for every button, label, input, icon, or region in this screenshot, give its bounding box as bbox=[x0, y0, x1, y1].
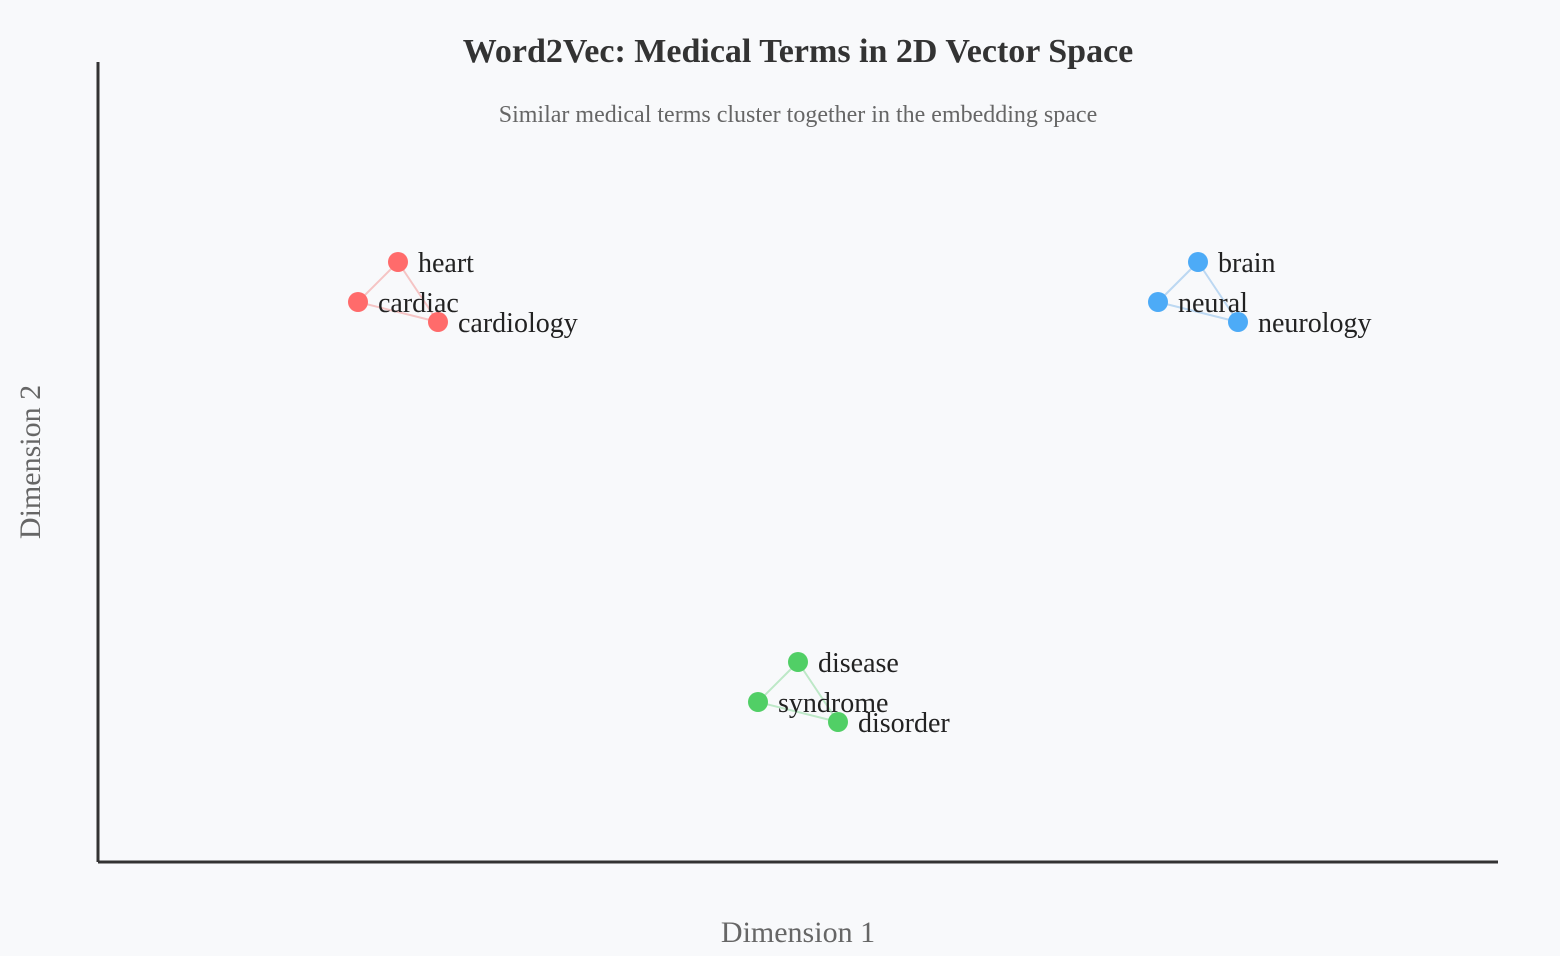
data-point-neurology bbox=[1228, 312, 1248, 332]
chart-subtitle: Similar medical terms cluster together i… bbox=[499, 102, 1097, 128]
data-point-disorder bbox=[828, 712, 848, 732]
data-point-syndrome bbox=[748, 692, 768, 712]
data-point-disease bbox=[788, 652, 808, 672]
data-points bbox=[348, 252, 1248, 732]
x-axis-label: Dimension 1 bbox=[721, 916, 875, 949]
data-point-brain bbox=[1188, 252, 1208, 272]
point-label-syndrome: syndrome bbox=[778, 688, 888, 719]
chart-title: Word2Vec: Medical Terms in 2D Vector Spa… bbox=[463, 33, 1134, 70]
cluster-link bbox=[757, 701, 839, 723]
cluster-link bbox=[397, 261, 439, 323]
point-label-cardiology: cardiology bbox=[458, 308, 578, 339]
cluster-link bbox=[797, 661, 839, 723]
cluster-link bbox=[1197, 261, 1239, 323]
point-label-brain: brain bbox=[1218, 248, 1276, 279]
point-label-neurology: neurology bbox=[1258, 308, 1372, 339]
point-label-heart: heart bbox=[418, 248, 474, 279]
point-label-neural: neural bbox=[1178, 288, 1248, 319]
point-label-disease: disease bbox=[818, 648, 899, 679]
data-point-cardiology bbox=[428, 312, 448, 332]
data-point-heart bbox=[388, 252, 408, 272]
cluster-link bbox=[1157, 301, 1239, 323]
cluster-link bbox=[357, 301, 439, 323]
data-point-neural bbox=[1148, 292, 1168, 312]
data-point-cardiac bbox=[348, 292, 368, 312]
point-label-cardiac: cardiac bbox=[378, 288, 459, 319]
point-label-disorder: disorder bbox=[858, 708, 950, 739]
y-axis-label: Dimension 2 bbox=[14, 385, 47, 539]
